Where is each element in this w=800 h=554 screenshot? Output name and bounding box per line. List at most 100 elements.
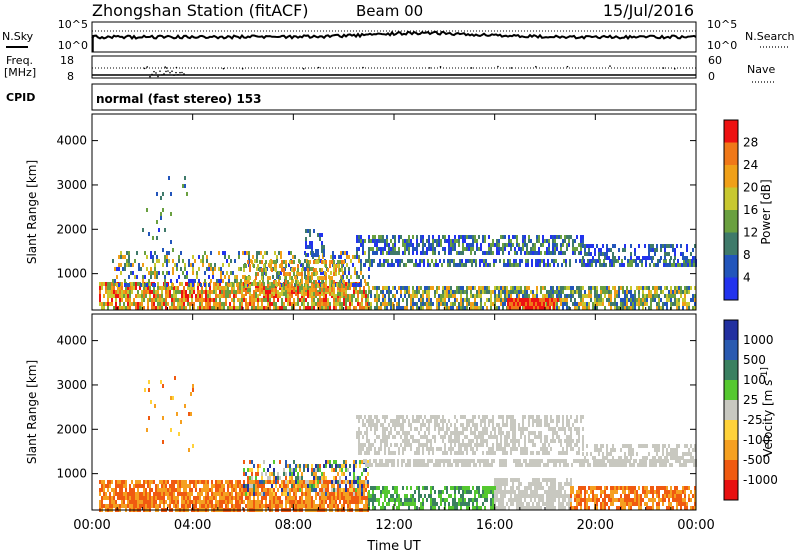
velocity-echo-cell: [171, 484, 173, 488]
velocity-echo-cell: [468, 443, 470, 447]
velocity-echo-cell: [424, 435, 426, 439]
power-echo-cell: [450, 294, 452, 298]
velocity-echo-cell: [261, 476, 263, 480]
velocity-echo-cell: [546, 439, 548, 443]
power-echo-cell: [671, 263, 673, 267]
velocity-echo-cell: [359, 488, 361, 492]
velocity-echo-cell: [313, 484, 315, 488]
velocity-echo-cell: [163, 484, 165, 488]
velocity-echo-cell: [422, 443, 424, 447]
power-echo-cell: [331, 288, 333, 292]
velocity-echo-cell: [161, 496, 163, 500]
power-echo-cell: [275, 280, 277, 284]
velocity-echo-cell: [143, 492, 145, 496]
power-echo-cell: [118, 267, 120, 271]
power-echo-cell: [335, 294, 337, 298]
power-echo-cell: [339, 268, 341, 272]
power-echo-cell: [315, 292, 317, 296]
velocity-echo-cell: [143, 500, 145, 504]
velocity-echo-cell: [163, 496, 165, 500]
power-echo-cell: [243, 298, 245, 302]
velocity-echo-cell: [596, 448, 598, 452]
power-echo-cell: [362, 243, 364, 247]
velocity-echo-cell: [355, 496, 357, 500]
velocity-echo-cell: [538, 435, 540, 439]
velocity-echo-cell: [307, 484, 309, 488]
velocity-echo-cell: [141, 496, 143, 500]
velocity-echo-cell: [439, 459, 441, 463]
velocity-echo-cell: [378, 419, 380, 423]
power-echo-cell: [645, 263, 647, 267]
power-echo-cell: [355, 306, 357, 310]
velocity-echo-cell: [449, 463, 451, 467]
power-echo-cell: [448, 251, 450, 255]
velocity-echo-cell: [384, 435, 386, 439]
power-echo-cell: [210, 279, 212, 283]
velocity-echo-cell: [157, 492, 159, 496]
velocity-echo-cell: [480, 443, 482, 447]
velocity-echo-cell: [496, 443, 498, 447]
velocity-echo-cell: [349, 492, 351, 496]
velocity-echo-cell: [518, 443, 520, 447]
velocity-echo-cell: [422, 423, 424, 427]
power-echo-cell: [276, 271, 278, 275]
power-echo-cell: [369, 259, 371, 263]
power-echo-cell: [424, 251, 426, 255]
velocity-echo-cell: [239, 480, 241, 484]
power-echo-cell: [385, 259, 387, 263]
power-echo-cell: [193, 290, 195, 294]
velocity-echo-cell: [414, 439, 416, 443]
power-echo-cell: [626, 306, 628, 310]
power-echo-cell: [365, 302, 367, 306]
power-echo-cell: [121, 294, 123, 298]
power-echo-cell: [198, 279, 200, 283]
power-echo-cell: [504, 290, 506, 294]
velocity-echo-cell: [113, 488, 115, 492]
power-echo-cell: [506, 290, 508, 294]
power-echo-cell: [289, 288, 291, 292]
velocity-echo-cell: [121, 500, 123, 504]
velocity-echo-cell: [382, 431, 384, 435]
power-echo-cell: [333, 268, 335, 272]
power-echo-cell: [646, 294, 648, 298]
power-echo-cell: [553, 259, 555, 263]
power-echo-cell: [321, 292, 323, 296]
velocity-echo-cell: [175, 500, 177, 504]
power-echo-cell: [578, 251, 580, 255]
velocity-echo-cell: [393, 459, 395, 463]
power-echo-cell: [156, 236, 158, 240]
velocity-echo-cell: [552, 427, 554, 431]
power-echo-cell: [532, 243, 534, 247]
power-echo-cell: [307, 245, 309, 249]
velocity-echo-cell: [257, 468, 259, 472]
power-echo-cell: [574, 239, 576, 243]
velocity-echo-cell: [227, 496, 229, 500]
velocity-echo-cell: [393, 463, 395, 467]
power-echo-cell: [496, 294, 498, 298]
velocity-echo-cell: [347, 500, 349, 504]
power-echo-cell: [247, 288, 249, 292]
power-echo-cell: [331, 276, 333, 280]
power-echo-cell: [656, 248, 658, 252]
velocity-echo-cell: [384, 447, 386, 451]
power-echo-cell: [515, 259, 517, 263]
velocity-echo-cell: [653, 459, 655, 463]
velocity-echo-cell: [550, 419, 552, 423]
power-echo-cell: [319, 294, 321, 298]
power-echo-cell: [576, 247, 578, 251]
velocity-echo-cell: [558, 435, 560, 439]
power-echo-cell: [588, 248, 590, 252]
velocity-echo-cell: [500, 439, 502, 443]
power-echo-cell: [191, 298, 193, 302]
velocity-echo-cell: [177, 488, 179, 492]
power-echo-cell: [348, 279, 350, 283]
power-echo-cell: [396, 306, 398, 310]
power-echo-cell: [241, 290, 243, 294]
power-echo-cell: [392, 294, 394, 298]
velocity-echo-cell: [452, 431, 454, 435]
power-echo-cell: [648, 256, 650, 260]
velocity-echo-cell: [380, 423, 382, 427]
velocity-echo-cell: [139, 484, 141, 488]
velocity-echo-cell: [301, 488, 303, 492]
freq-tick-top: 18: [60, 54, 74, 67]
